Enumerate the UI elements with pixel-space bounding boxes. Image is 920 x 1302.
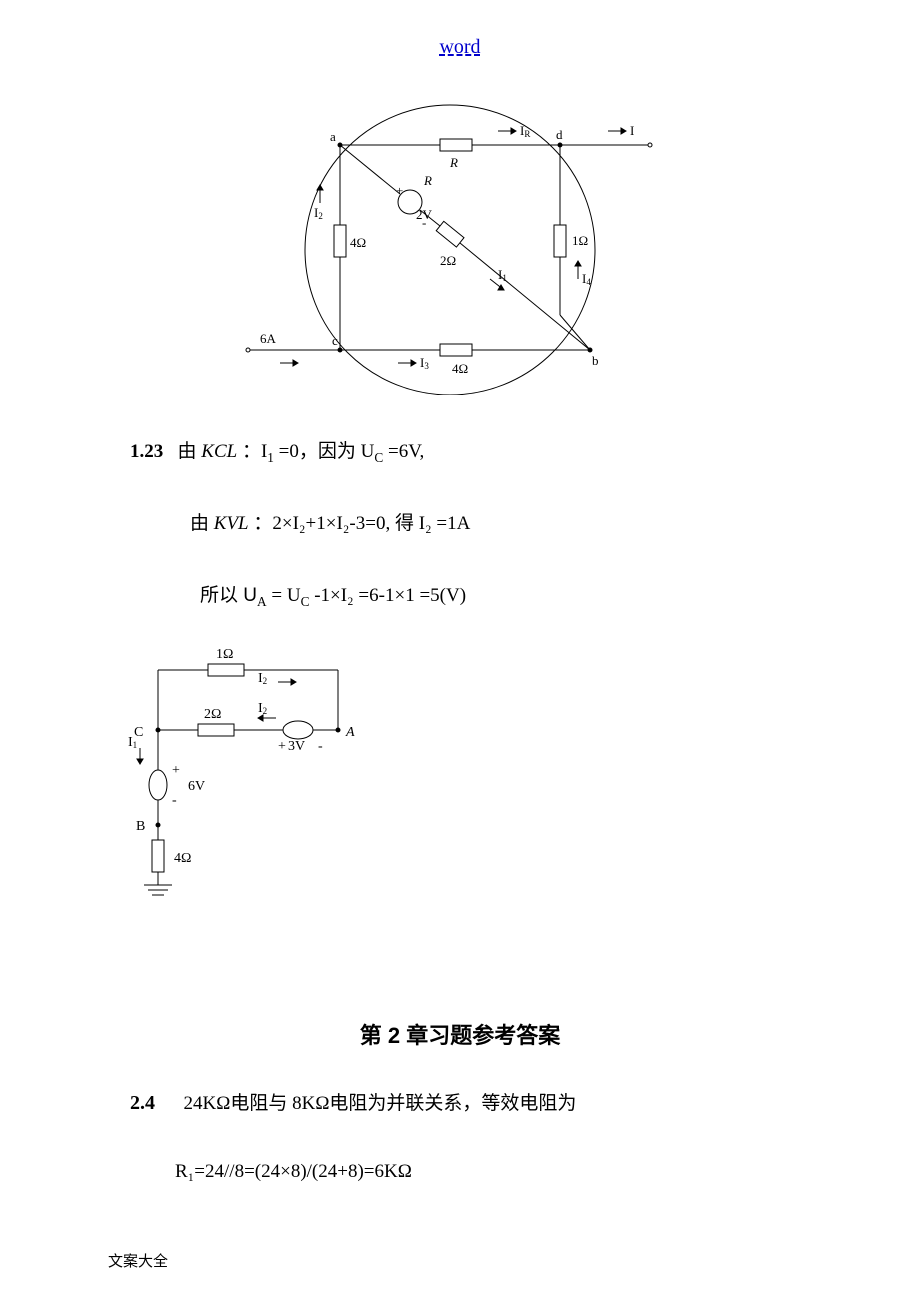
header-word-link: word: [0, 36, 920, 59]
problem-number-2-4: 2.4: [130, 1092, 155, 1114]
d2-3v-label: 3V: [288, 739, 305, 754]
r-1ohm-label: 1Ω: [572, 233, 588, 248]
node-c-label: c: [332, 333, 338, 348]
d2-r4-label: 4Ω: [174, 851, 191, 866]
d2-node-b: B: [136, 819, 145, 834]
node-d-label: d: [556, 127, 563, 142]
d2-i2-mid-label: I2: [258, 701, 267, 716]
d2-node-a: A: [345, 725, 355, 740]
chapter-2-title: 第 2 章习题参考答案: [0, 1018, 920, 1050]
i4-label: I4: [582, 271, 591, 287]
problem-2-4-line1: 2.4 24KΩ电阻与 8KΩ电阻为并联关系，等效电阻为: [130, 1088, 576, 1119]
d2-6v-label: 6V: [188, 779, 205, 794]
vsrc-minus: -: [422, 215, 426, 230]
r-diag-label: R: [423, 173, 432, 188]
d2-3v-plus: +: [278, 739, 286, 754]
problem-1-23-line3: 所以 UA = UC -1×I₂ =6-1×1 =5(V): [200, 582, 466, 612]
footer-text: 文案大全: [108, 1250, 168, 1271]
d2-6v-plus: +: [172, 763, 180, 778]
node-a-label: a: [330, 129, 336, 144]
i-out-label: I: [630, 123, 634, 138]
circuit-diagram-2: 1Ω 2Ω 4Ω 6V + - 3V + - C A B I1 I2 I2: [128, 640, 388, 900]
node-b-label: b: [592, 353, 599, 368]
d2-6v-minus: -: [172, 793, 177, 808]
r-4ohm-left-label: 4Ω: [350, 235, 366, 250]
i3-label: I3: [420, 355, 429, 371]
i1-label: I1: [498, 267, 507, 283]
d2-r2-label: 2Ω: [204, 707, 221, 722]
6a-label: 6A: [260, 331, 277, 346]
d2-node-c: C: [134, 725, 143, 740]
circuit-diagram-1: a d b c R 1Ω 4Ω 4Ω R 2V + - 2Ω IR I I2 I…: [240, 85, 670, 395]
d2-3v-minus: -: [318, 739, 323, 754]
problem-2-4-line2: R₁=24//8=(24×8)/(24+8)=6KΩ: [175, 1158, 412, 1187]
vsrc-plus: +: [396, 183, 403, 198]
page: word: [0, 0, 920, 1302]
problem-1-23-line2: 由 KVL ：2×I₂+1×I₂-3=0, 得 I₂ =1A: [190, 510, 470, 539]
problem-1-23-line1: 1.23 由 KCL ：I1 =0，因为 UC =6V,: [130, 438, 424, 468]
ir-label: IR: [520, 123, 530, 139]
r-top-label: R: [449, 155, 458, 170]
d2-r1-label: 1Ω: [216, 647, 233, 662]
i2-label: I2: [314, 205, 323, 221]
d2-i2-top-label: I2: [258, 671, 267, 686]
r-4ohm-bottom-label: 4Ω: [452, 361, 468, 376]
problem-number-1-23: 1.23: [130, 441, 163, 462]
r-2ohm-label: 2Ω: [440, 253, 456, 268]
